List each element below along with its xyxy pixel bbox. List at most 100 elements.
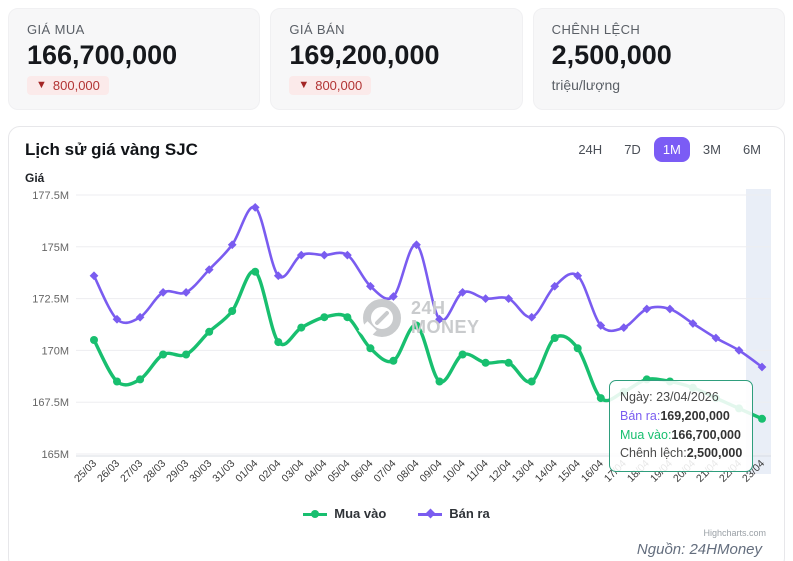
summary-cards: GIÁ MUA 166,700,000 ▼ 800,000 GIÁ BÁN 16…: [0, 0, 793, 111]
card-label: GIÁ MUA: [27, 22, 85, 37]
range-button-3m[interactable]: 3M: [694, 137, 730, 162]
y-tick-label: 170M: [41, 345, 69, 357]
data-point-marker[interactable]: [274, 338, 283, 347]
x-tick-label: 11/04: [464, 458, 491, 485]
range-button-7d[interactable]: 7D: [615, 137, 650, 162]
data-point-marker[interactable]: [734, 346, 744, 355]
page-title: Lịch sử giá vàng SJC: [25, 140, 198, 160]
down-triangle-icon: ▼: [298, 79, 310, 92]
x-tick-label: 13/04: [510, 458, 537, 485]
price-change-badge: ▼ 800,000: [27, 76, 109, 96]
x-tick-label: 09/04: [418, 458, 445, 485]
legend-label: Mua vào: [334, 506, 387, 522]
data-point-marker[interactable]: [250, 203, 260, 212]
x-tick-label: 01/04: [233, 458, 260, 485]
x-tick-label: 27/03: [118, 458, 145, 485]
chart-legend: Mua vào Bán ra: [9, 506, 784, 521]
range-selector: 24H 7D 1M 3M 6M: [569, 137, 770, 163]
data-point-marker[interactable]: [228, 307, 237, 316]
tooltip-row: Chênh lệch:2,500,000: [620, 444, 742, 463]
tooltip-row-2-value: 2,500,000: [686, 446, 743, 461]
chart-tooltip: Ngày: 23/04/2026 Bán ra:169,200,000 Mua …: [609, 380, 754, 473]
range-button-24h[interactable]: 24H: [569, 137, 611, 162]
x-tick-label: 08/04: [395, 458, 422, 485]
tooltip-row: Bán ra:169,200,000: [620, 407, 742, 426]
tooltip-date-value: 23/04/2026: [656, 390, 719, 405]
data-point-marker[interactable]: [205, 327, 214, 336]
data-point-marker[interactable]: [596, 394, 605, 403]
highcharts-credits[interactable]: Highcharts.com: [703, 528, 766, 539]
y-axis-title: Giá: [25, 171, 45, 186]
data-point-marker[interactable]: [182, 350, 191, 359]
series-line-1[interactable]: [92, 205, 764, 369]
chart-panel: Lịch sử giá vàng SJC 24H 7D 1M 3M 6M Giá…: [8, 126, 785, 561]
card-label: CHÊNH LỆCH: [551, 22, 641, 37]
data-point-marker[interactable]: [204, 265, 214, 275]
x-tick-label: 05/04: [325, 458, 352, 485]
price-change-badge: ▼ 800,000: [289, 76, 372, 96]
data-point-marker[interactable]: [389, 356, 398, 365]
data-point-marker[interactable]: [665, 304, 675, 314]
tooltip-row-1-value: 166,700,000: [671, 427, 741, 442]
x-tick-label: 29/03: [164, 458, 191, 485]
legend-marker-1: [418, 509, 443, 519]
data-point-marker[interactable]: [89, 271, 99, 281]
x-tick-label: 26/03: [95, 458, 122, 485]
data-point-marker[interactable]: [251, 267, 260, 276]
y-tick-label: 177.5M: [32, 190, 69, 202]
card-value: 2,500,000: [551, 40, 672, 70]
data-point-marker[interactable]: [412, 321, 421, 330]
card-label: GIÁ BÁN: [289, 22, 345, 37]
card-gia-ban: GIÁ BÁN 169,200,000 ▼ 800,000: [270, 8, 523, 111]
tooltip-date-label: Ngày:: [620, 390, 653, 405]
card-chenh-lech: CHÊNH LỆCH 2,500,000 triệu/lượng: [532, 8, 785, 111]
x-tick-label: 14/04: [533, 458, 560, 485]
y-tick-label: 167.5M: [32, 397, 69, 409]
data-point-marker[interactable]: [320, 313, 329, 322]
data-point-marker[interactable]: [481, 358, 490, 367]
source-caption: Nguồn: 24HMoney: [636, 541, 762, 559]
change-value: 800,000: [52, 78, 100, 94]
data-point-marker[interactable]: [458, 350, 467, 359]
x-tick-label: 31/03: [210, 458, 237, 485]
tooltip-row-1-label: Mua vào:: [620, 427, 672, 442]
down-triangle-icon: ▼: [36, 79, 47, 92]
x-tick-label: 02/04: [256, 458, 283, 485]
x-tick-label: 04/04: [302, 458, 329, 485]
legend-marker-0: [303, 509, 328, 519]
data-point-marker[interactable]: [136, 375, 145, 384]
data-point-marker[interactable]: [573, 344, 582, 353]
legend-item-mua-vao[interactable]: Mua vào: [303, 506, 386, 521]
tooltip-row-0-label: Bán ra:: [620, 408, 661, 423]
legend-label: Bán ra: [449, 506, 490, 522]
tooltip-row-0-value: 169,200,000: [660, 408, 730, 423]
tooltip-row-2-label: Chênh lệch:: [620, 446, 687, 461]
data-point-marker[interactable]: [527, 377, 536, 386]
x-tick-label: 12/04: [487, 458, 514, 485]
data-point-marker[interactable]: [758, 414, 766, 423]
data-point-marker[interactable]: [435, 377, 444, 386]
data-point-marker[interactable]: [435, 314, 444, 324]
legend-item-ban-ra[interactable]: Bán ra: [418, 506, 490, 522]
data-point-marker[interactable]: [343, 313, 352, 322]
data-point-marker[interactable]: [113, 377, 121, 386]
card-gia-mua: GIÁ MUA 166,700,000 ▼ 800,000: [8, 8, 261, 111]
x-tick-label: 10/04: [441, 458, 468, 485]
data-point-marker[interactable]: [366, 344, 375, 353]
data-point-marker[interactable]: [550, 334, 559, 343]
card-value: 166,700,000: [27, 40, 178, 70]
data-point-marker[interactable]: [297, 323, 306, 332]
data-point-marker[interactable]: [90, 336, 98, 345]
x-tick-label: 06/04: [348, 458, 375, 485]
x-tick-label: 03/04: [279, 458, 306, 485]
data-point-marker[interactable]: [227, 240, 237, 250]
data-point-marker[interactable]: [319, 250, 329, 260]
data-point-marker[interactable]: [504, 358, 513, 367]
data-point-marker[interactable]: [481, 294, 490, 304]
data-point-marker[interactable]: [159, 350, 168, 359]
y-tick-label: 165M: [41, 449, 69, 461]
range-button-1m[interactable]: 1M: [653, 137, 690, 163]
range-button-6m[interactable]: 6M: [734, 137, 770, 162]
card-value: 169,200,000: [289, 40, 440, 70]
x-tick-label: 16/04: [579, 458, 606, 485]
